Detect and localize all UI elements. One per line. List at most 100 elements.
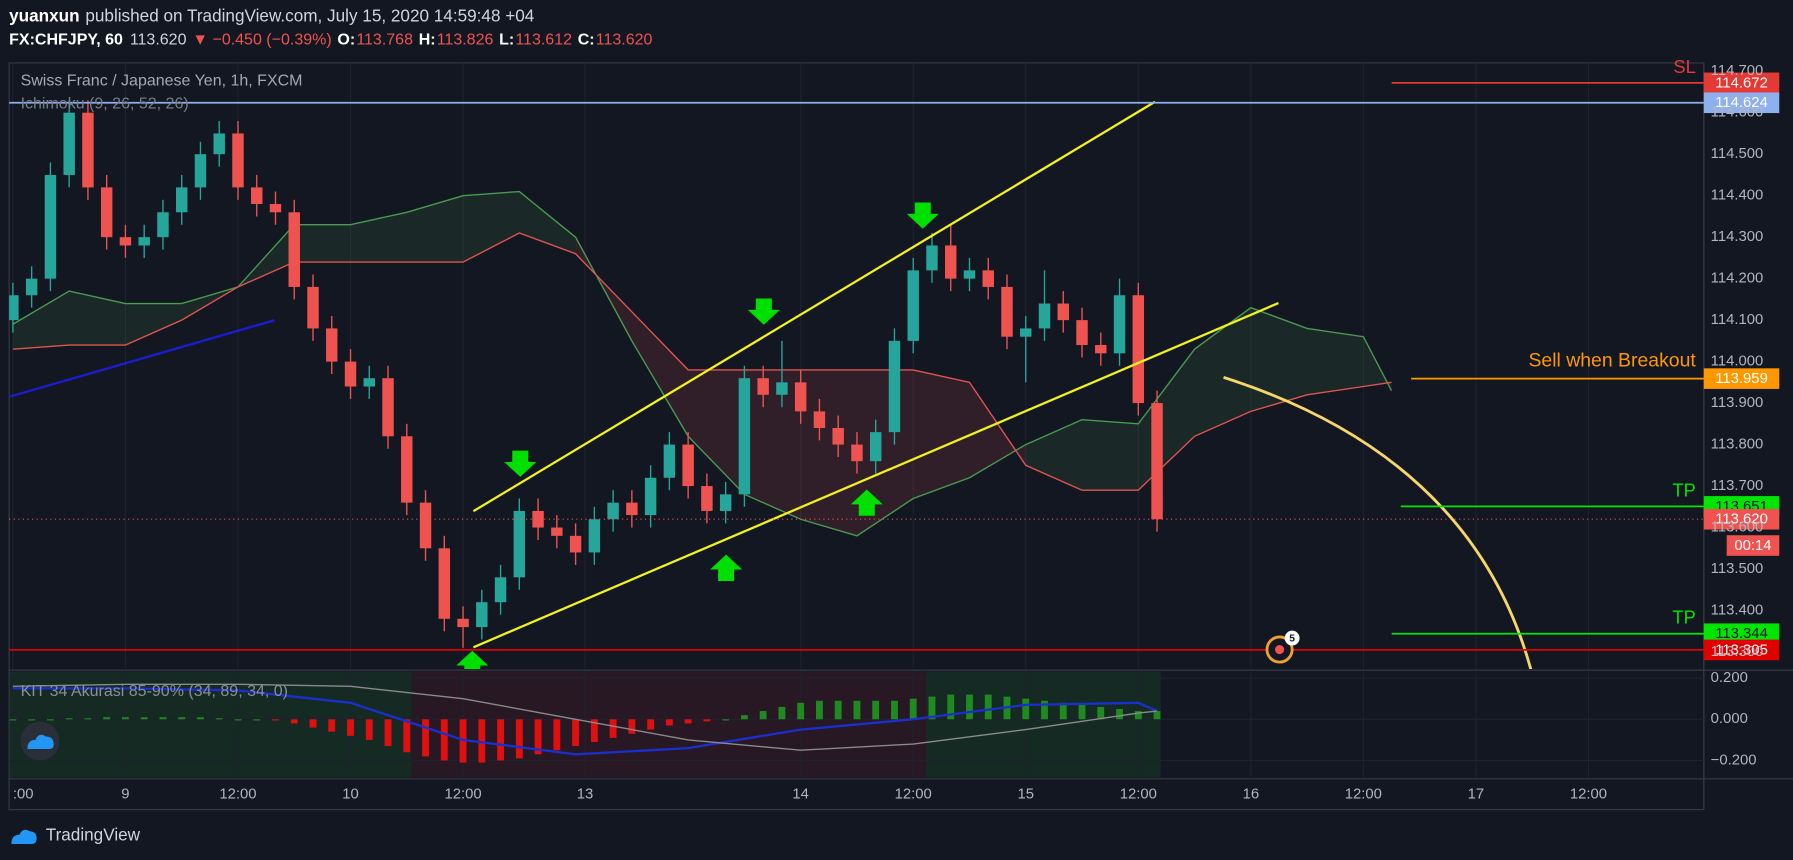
candle bbox=[1076, 307, 1088, 358]
candle bbox=[344, 349, 357, 399]
x-tick-label: 13 bbox=[577, 787, 594, 803]
header: yuanxun published on TradingView.com, Jul… bbox=[9, 6, 652, 49]
candle bbox=[1020, 315, 1032, 383]
line-annotation: SL bbox=[1673, 56, 1695, 77]
histogram-bar bbox=[384, 719, 392, 747]
candle bbox=[1057, 291, 1069, 333]
line-annotation: TP bbox=[1672, 479, 1695, 500]
arrow-up bbox=[850, 489, 883, 516]
indicator-legend: KIT 34 Akurasi 85-90% (34, 89, 34, 0) bbox=[21, 683, 288, 700]
cloud-segment bbox=[125, 303, 182, 346]
histogram-bar bbox=[1116, 708, 1123, 720]
candle-body bbox=[232, 133, 244, 188]
x-tick-label: 17 bbox=[1468, 787, 1485, 803]
candle-body bbox=[513, 510, 526, 578]
histogram-bar bbox=[84, 718, 92, 720]
cloud-segment bbox=[688, 369, 745, 495]
histogram-bar bbox=[234, 719, 242, 721]
y-tick-label: 113.300 bbox=[1711, 644, 1764, 660]
change: ▼ −0.450 (−0.39%) bbox=[192, 31, 331, 48]
cloud-segment bbox=[463, 191, 520, 263]
histogram-bar bbox=[759, 711, 767, 720]
histogram-bar bbox=[197, 717, 204, 720]
candle bbox=[945, 224, 957, 292]
candle-body bbox=[1095, 345, 1107, 354]
candle-body bbox=[269, 203, 282, 213]
histogram-bar bbox=[1059, 702, 1067, 720]
histogram-bar bbox=[740, 715, 748, 720]
histogram-bar bbox=[628, 719, 636, 734]
candle-body bbox=[1151, 403, 1163, 520]
histogram-bar bbox=[103, 717, 111, 720]
candle-body bbox=[757, 378, 769, 395]
price-label-box bbox=[1703, 92, 1780, 114]
ohlc-value: 113.826 bbox=[437, 31, 494, 48]
candle bbox=[813, 398, 826, 441]
histogram-bar bbox=[9, 719, 17, 721]
histogram-bar bbox=[872, 700, 880, 720]
x-tick-label: 10 bbox=[342, 787, 359, 803]
candle bbox=[419, 490, 432, 561]
cloud-segment bbox=[1307, 328, 1364, 395]
candle bbox=[832, 415, 844, 458]
candle bbox=[476, 589, 488, 640]
candle-body bbox=[288, 212, 300, 287]
price-label-box bbox=[1703, 508, 1780, 530]
candle-body bbox=[1057, 303, 1069, 321]
candle bbox=[232, 121, 244, 200]
histogram-bar bbox=[984, 694, 992, 720]
histogram-bar bbox=[122, 717, 129, 720]
candle bbox=[438, 535, 451, 632]
candle-body bbox=[1076, 320, 1088, 346]
y-tick-label: 113.400 bbox=[1711, 602, 1764, 618]
candle bbox=[138, 224, 150, 258]
y-tick-label: 0.000 bbox=[1711, 711, 1748, 727]
x-tick-label: 16 bbox=[1243, 787, 1260, 803]
candle bbox=[63, 100, 75, 188]
candle bbox=[644, 465, 657, 528]
histogram-bar bbox=[834, 700, 842, 720]
y-tick-label: 114.200 bbox=[1711, 271, 1764, 287]
candle-body bbox=[813, 411, 826, 428]
candle-body bbox=[1020, 328, 1032, 337]
histogram-bar bbox=[816, 700, 823, 720]
x-tick-label: 15 bbox=[1017, 787, 1034, 803]
candle bbox=[194, 141, 207, 200]
cloud-segment bbox=[12, 291, 70, 350]
x-tick-label: 12:00 bbox=[219, 787, 256, 803]
candle bbox=[626, 490, 638, 528]
candle-body bbox=[551, 527, 563, 536]
countdown: 00:14 bbox=[1734, 538, 1771, 554]
y-tick-label: 114.000 bbox=[1711, 354, 1764, 370]
candle-body bbox=[794, 382, 807, 412]
candle bbox=[44, 162, 57, 292]
candle bbox=[701, 473, 713, 524]
candle-body bbox=[738, 378, 751, 495]
candle-body bbox=[532, 510, 544, 528]
candle-body bbox=[963, 270, 976, 279]
histogram-bar bbox=[440, 719, 448, 761]
histogram-bar bbox=[478, 719, 486, 763]
ohlc-key: H: bbox=[419, 31, 436, 48]
candle bbox=[326, 315, 338, 375]
price-label: 113.344 bbox=[1715, 626, 1768, 642]
candle-body bbox=[457, 618, 469, 628]
candle-body bbox=[1113, 295, 1126, 354]
candle bbox=[888, 328, 901, 445]
cloud-segment bbox=[1194, 307, 1251, 437]
candle bbox=[926, 233, 938, 283]
candle-body bbox=[607, 502, 619, 520]
candle-body bbox=[100, 187, 113, 238]
candle-body bbox=[157, 212, 169, 238]
candle-body bbox=[251, 187, 263, 204]
ichimoku-legend: Ichimoku (9, 26, 52, 26) bbox=[21, 95, 189, 112]
histogram-bar bbox=[1097, 706, 1105, 720]
candle bbox=[963, 257, 976, 292]
x-tick-label: 12:00 bbox=[1570, 787, 1607, 803]
y-tick-label: 114.600 bbox=[1711, 105, 1764, 121]
price-label-box bbox=[1703, 368, 1780, 389]
x-tick-label: 12:00 bbox=[444, 787, 481, 803]
ohlc-key: C: bbox=[578, 31, 595, 48]
candle bbox=[269, 191, 282, 225]
